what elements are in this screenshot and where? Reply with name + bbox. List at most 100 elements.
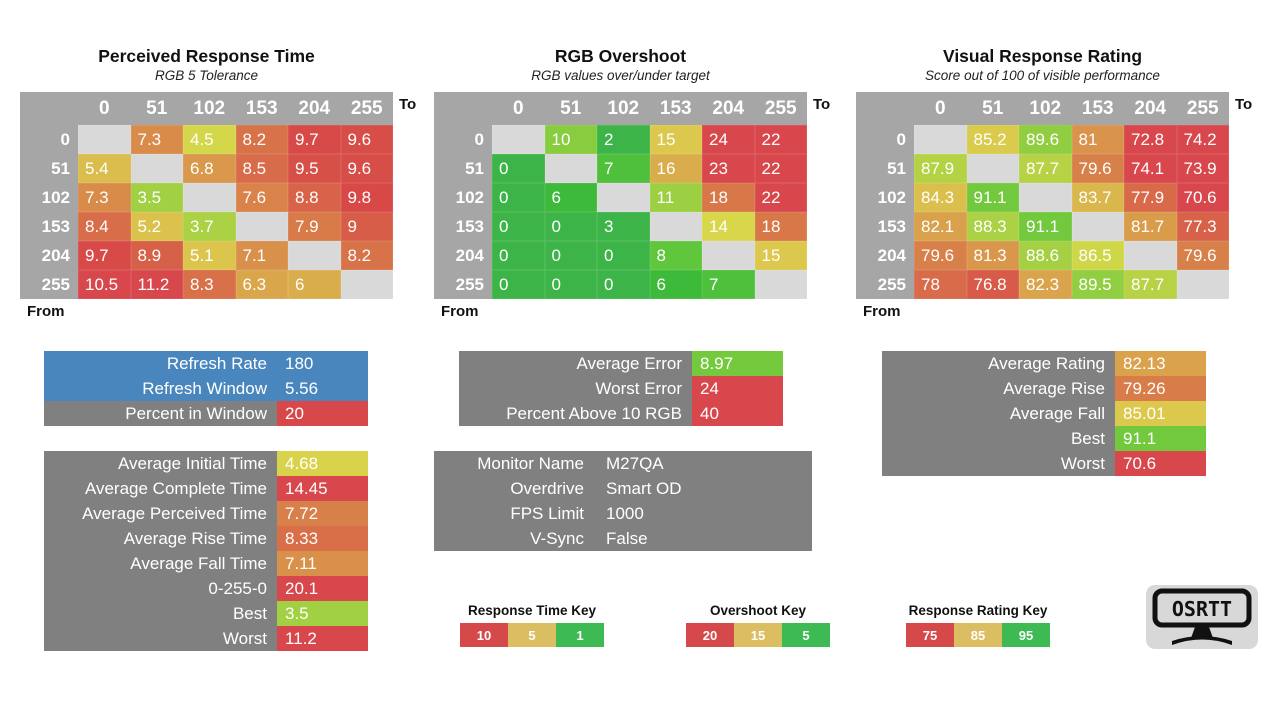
heatmap-cell: 11.2 bbox=[130, 270, 183, 299]
heatmap-cell-empty bbox=[130, 154, 183, 183]
stat-value: Smart OD bbox=[606, 479, 682, 498]
key-swatch: 10 bbox=[460, 623, 508, 647]
heatmap-cell: 15 bbox=[649, 125, 702, 154]
stat-row: Average Fall 85.01 bbox=[882, 401, 1206, 426]
heatmap-cell: 77.9 bbox=[1124, 183, 1177, 212]
row-header: 0 bbox=[856, 125, 914, 154]
table-subtitle: RGB 5 Tolerance bbox=[154, 68, 259, 83]
key-swatch: 85 bbox=[954, 623, 1002, 647]
row-header: 153 bbox=[856, 212, 914, 241]
stat-row: Refresh Rate 180 bbox=[44, 351, 368, 376]
key-swatches: 20 15 5 bbox=[686, 623, 830, 647]
stat-label: Average Rating bbox=[988, 354, 1105, 373]
key-title: Response Time Key bbox=[467, 603, 597, 618]
row-header: 204 bbox=[856, 241, 914, 270]
stat-row: Best 91.1 bbox=[882, 426, 1206, 451]
heatmap-cell: 85.2 bbox=[966, 125, 1019, 154]
row-header: 51 bbox=[20, 154, 78, 183]
heatmap-cell: 8.8 bbox=[288, 183, 341, 212]
stat-value: 91.1 bbox=[1115, 426, 1206, 451]
heatmap-cell: 7 bbox=[597, 154, 650, 183]
column-header: 0 bbox=[78, 92, 131, 125]
heatmap-cell: 82.1 bbox=[914, 212, 967, 241]
heatmap-cell: 74.1 bbox=[1124, 154, 1177, 183]
stat-value: False bbox=[606, 529, 648, 548]
heatmap-cell-empty bbox=[649, 212, 702, 241]
heatmap-cell: 7.9 bbox=[288, 212, 341, 241]
column-header: 51 bbox=[966, 92, 1019, 125]
heatmap-cell: 15 bbox=[754, 241, 807, 270]
heatmap-cell: 16 bbox=[649, 154, 702, 183]
heatmap-cell: 84.3 bbox=[914, 183, 967, 212]
heatmap-perceived-response-time: 0 51 102 153 204 255 0 7.3 4.5 8.2 9.7 9.6 51 5.4 6.8 8… bbox=[20, 92, 393, 299]
heatmap-cell: 87.9 bbox=[914, 154, 967, 183]
monitor-icon: OSRTT bbox=[1146, 585, 1258, 649]
stat-value: 24 bbox=[692, 376, 783, 401]
row-header: 255 bbox=[856, 270, 914, 299]
heatmap-cell: 9.5 bbox=[288, 154, 341, 183]
heatmap-cell: 89.5 bbox=[1071, 270, 1124, 299]
stat-value: 8.97 bbox=[692, 351, 783, 376]
heatmap-cell: 5.4 bbox=[78, 154, 131, 183]
stat-row: Worst 70.6 bbox=[882, 451, 1206, 476]
heatmap-cell: 7 bbox=[702, 270, 755, 299]
stat-value: 5.56 bbox=[285, 379, 319, 398]
stat-box-ratings: Average Rating 82.13 Average Rise 79.26 Aver… bbox=[882, 351, 1206, 476]
response-rating-key: Response Rating Key 75 85 95 bbox=[906, 603, 1050, 647]
heatmap-cell: 81.7 bbox=[1124, 212, 1177, 241]
stat-label: FPS Limit bbox=[510, 504, 584, 523]
heatmap-cell: 0 bbox=[597, 270, 650, 299]
stat-row: Refresh Window 5.56 bbox=[44, 376, 368, 401]
stat-value: 7.11 bbox=[277, 551, 368, 576]
stat-row: Average Fall Time 7.11 bbox=[44, 551, 368, 576]
table-subtitle: Score out of 100 of visible performance bbox=[925, 68, 1160, 83]
heatmap-cell: 2 bbox=[597, 125, 650, 154]
heatmap-cell: 9.7 bbox=[78, 241, 131, 270]
stat-label: Average Fall Time bbox=[130, 554, 267, 573]
heatmap-cell: 9.7 bbox=[288, 125, 341, 154]
heatmap-cell: 79.6 bbox=[914, 241, 967, 270]
stat-box-refresh: Refresh Rate 180 Refresh Window 5.56 Percent… bbox=[44, 351, 368, 426]
column-header: 153 bbox=[235, 92, 288, 125]
stat-row: Percent Above 10 RGB 40 bbox=[459, 401, 783, 426]
table-title: RGB Overshoot bbox=[554, 46, 687, 66]
key-swatch: 1 bbox=[556, 623, 604, 647]
heatmap-cell: 0 bbox=[544, 212, 597, 241]
stat-label: Percent in Window bbox=[125, 404, 267, 423]
key-swatches: 75 85 95 bbox=[906, 623, 1050, 647]
axis-label-to: To bbox=[813, 96, 831, 113]
heatmap-cell: 8.9 bbox=[130, 241, 183, 270]
heatmap-cell-empty bbox=[754, 270, 807, 299]
heatmap-cell-empty bbox=[183, 183, 236, 212]
heatmap-cell-empty bbox=[340, 270, 393, 299]
stat-row: Average Error 8.97 bbox=[459, 351, 783, 376]
stat-label: Average Fall bbox=[1009, 404, 1105, 423]
stat-label: V-Sync bbox=[530, 529, 584, 548]
heatmap-cell: 18 bbox=[754, 212, 807, 241]
table-group-perceived-response-time: Perceived Response Time RGB 5 Tolerance … bbox=[20, 46, 416, 320]
heatmap-corner bbox=[20, 92, 78, 125]
heatmap-cell: 82.3 bbox=[1019, 270, 1072, 299]
heatmap-cell: 0 bbox=[492, 154, 545, 183]
column-header: 0 bbox=[914, 92, 967, 125]
stat-row: Average Initial Time 4.68 bbox=[44, 451, 368, 476]
axis-label-to: To bbox=[399, 96, 417, 113]
stat-row: Percent in Window 20 bbox=[44, 401, 368, 426]
column-header: 255 bbox=[340, 92, 393, 125]
axis-label-to: To bbox=[1235, 96, 1253, 113]
heatmap-cell: 87.7 bbox=[1124, 270, 1177, 299]
heatmap-cell: 74.2 bbox=[1176, 125, 1229, 154]
heatmap-cell: 5.1 bbox=[183, 241, 236, 270]
heatmap-cell: 8 bbox=[649, 241, 702, 270]
stat-label: Worst Error bbox=[595, 379, 682, 398]
heatmap-cell: 86.5 bbox=[1071, 241, 1124, 270]
heatmap-cell: 8.3 bbox=[183, 270, 236, 299]
heatmap-cell: 91.1 bbox=[1019, 212, 1072, 241]
heatmap-cell: 22 bbox=[754, 125, 807, 154]
heatmap-cell: 81.3 bbox=[966, 241, 1019, 270]
heatmap-cell: 6.3 bbox=[235, 270, 288, 299]
stat-value: 8.33 bbox=[277, 526, 368, 551]
column-header: 153 bbox=[649, 92, 702, 125]
stat-label: Percent Above 10 RGB bbox=[506, 404, 682, 423]
heatmap-cell: 5.2 bbox=[130, 212, 183, 241]
